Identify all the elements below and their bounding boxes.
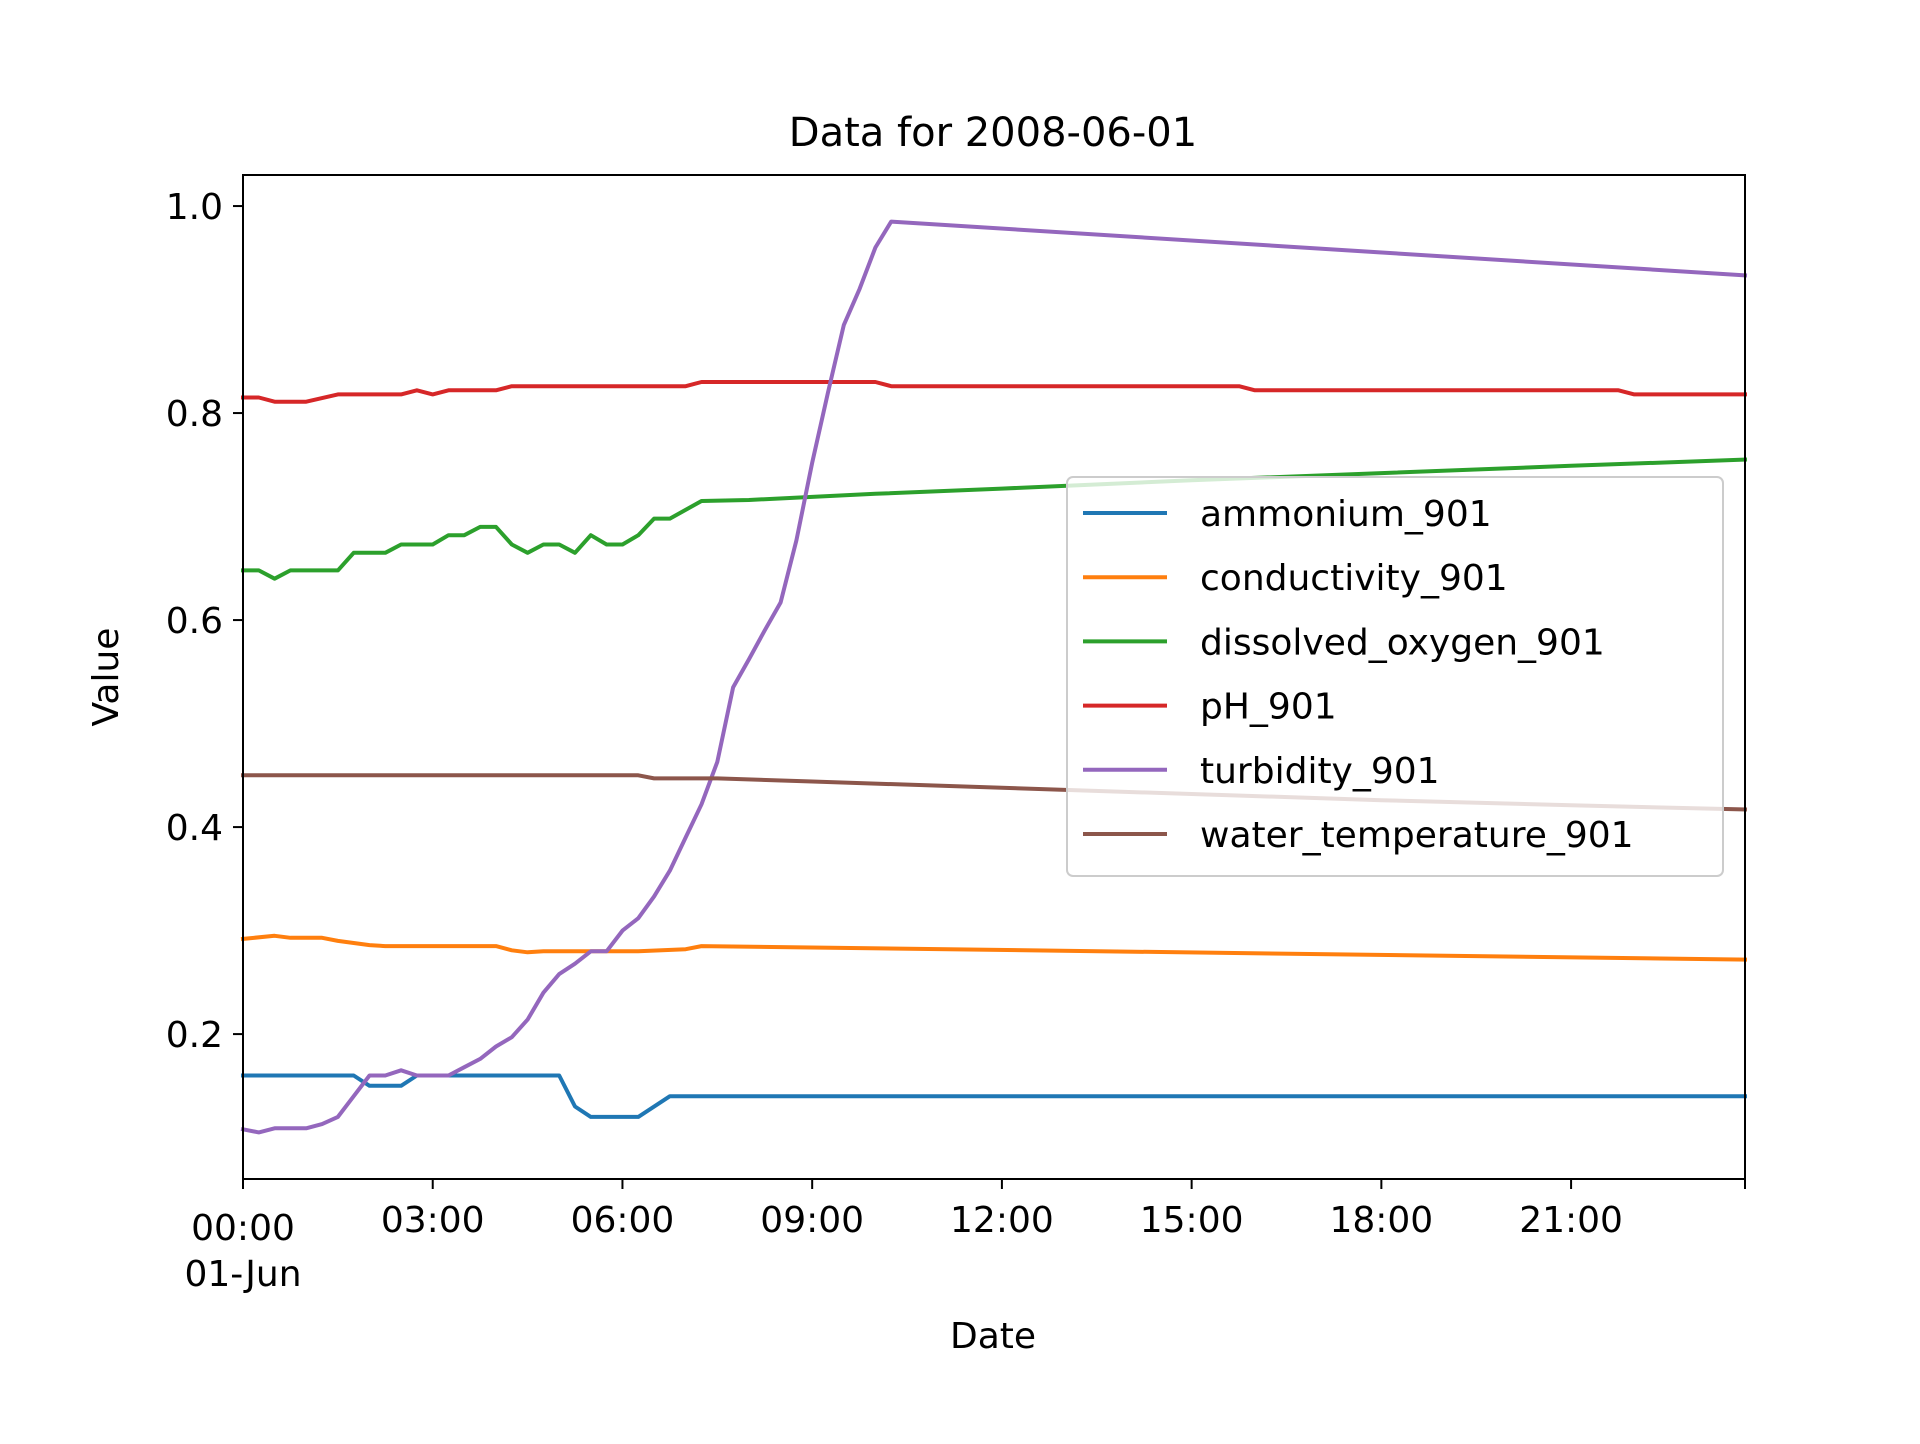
y-axis-label: Value — [86, 628, 127, 727]
legend-label-dissolved_oxygen_901: dissolved_oxygen_901 — [1200, 622, 1605, 663]
legend-box — [1066, 476, 1724, 877]
legend-label-pH_901: pH_901 — [1200, 687, 1337, 728]
plot-frame — [242, 174, 1746, 1180]
legend-label-conductivity_901: conductivity_901 — [1200, 558, 1508, 599]
x-tick-label: 06:00 — [571, 1200, 675, 1241]
x-tick-label: 00:00 — [191, 1208, 295, 1249]
y-axis-ticks: 0.2 0.4 0.6 0.8 1.0 — [166, 187, 243, 1056]
legend-label-turbidity_901: turbidity_901 — [1200, 751, 1440, 792]
y-tick-label: 0.2 — [166, 1015, 223, 1056]
legend: ammonium_901 conductivity_901 dissolved_ox… — [1066, 476, 1724, 877]
legend-label-ammonium_901: ammonium_901 — [1200, 494, 1492, 535]
x-tick-label: 15:00 — [1140, 1200, 1244, 1241]
y-tick-label: 1.0 — [166, 187, 223, 228]
legend-label-water_temperature_901: water_temperature_901 — [1200, 815, 1634, 856]
series-line-pH_901 — [241, 380, 1747, 404]
series-line-dissolved_oxygen_901 — [241, 457, 1748, 581]
y-tick-label: 0.6 — [166, 601, 223, 642]
x-axis-label: Date — [950, 1316, 1036, 1357]
x-tick-label: 12:00 — [950, 1200, 1054, 1241]
chart-title: Data for 2008-06-01 — [789, 110, 1197, 156]
x-axis-ticks: 00:00 01-Jun 03:00 06:00 09:00 12:00 15:00 18:0… — [184, 1179, 1746, 1295]
x-tick-label: 03:00 — [381, 1200, 485, 1241]
x-tick-label: 21:00 — [1519, 1200, 1623, 1241]
x-tick-label: 18:00 — [1329, 1200, 1433, 1241]
series-line-turbidity_901 — [240, 219, 1748, 1135]
x-tick-sublabel: 01-Jun — [184, 1254, 301, 1295]
series-line-conductivity_901 — [240, 933, 1748, 962]
x-tick-label: 09:00 — [760, 1200, 864, 1241]
y-tick-label: 0.4 — [166, 808, 223, 849]
y-tick-label: 0.8 — [166, 394, 223, 435]
